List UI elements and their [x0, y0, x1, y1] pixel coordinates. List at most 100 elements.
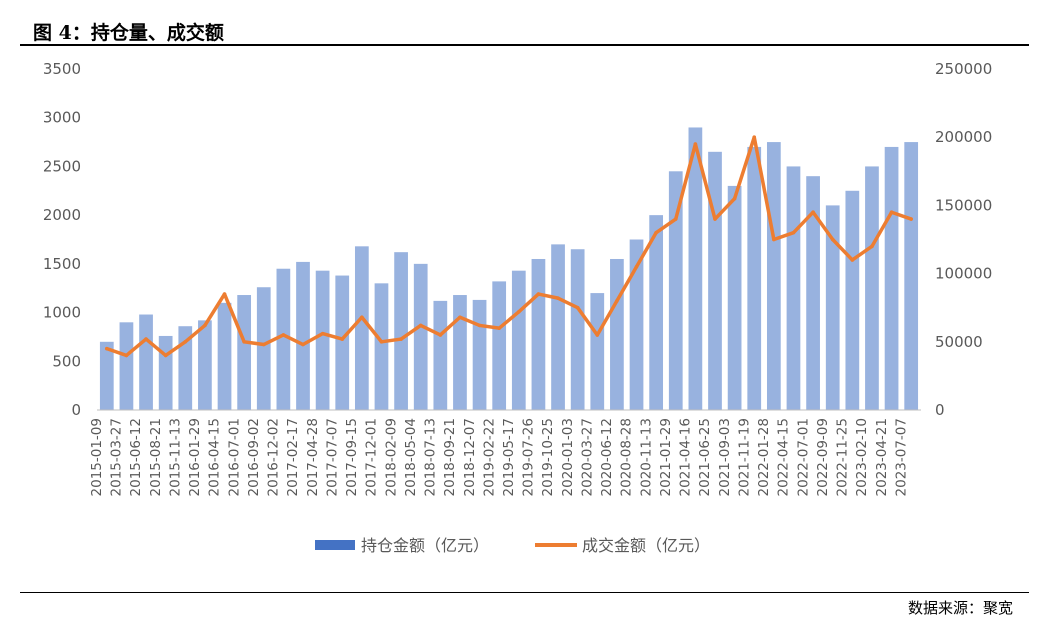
y-left-tick-label: 1500 [43, 255, 81, 273]
bar-2018-12-07 [472, 299, 487, 410]
bar-2016-01-29 [198, 320, 212, 410]
line-point-2016-07-01 [242, 340, 246, 344]
x-tick-label: 2021-04-16 [678, 418, 694, 496]
line-point-2022-12-16 [850, 258, 855, 262]
x-tick-label: 2018-09-21 [442, 418, 458, 496]
bar-2020-10-16 [649, 215, 664, 410]
bar-2017-04-28 [315, 270, 330, 410]
bar-2022-12-16 [845, 190, 860, 410]
line-point-2016-09-09 [261, 342, 266, 347]
bar-2021-04-16 [688, 127, 703, 411]
bar-2020-03-06 [590, 293, 605, 410]
bar-2016-04-15 [217, 302, 232, 410]
line-point-2018-12-07 [477, 323, 482, 328]
bar-2023-03-03 [865, 166, 879, 410]
x-tick-label: 2016-04-15 [207, 418, 223, 496]
bar-2023-05-19 [884, 146, 899, 410]
bar-2018-05-04 [413, 263, 428, 410]
line-point-2022-04-29 [791, 230, 796, 235]
bar-2021-01-29 [668, 171, 683, 410]
line-point-2019-09-30 [556, 296, 560, 300]
series-line-turnover [105, 135, 913, 358]
x-tick-label: 2015-06-12 [128, 418, 144, 496]
line-point-2023-03-03 [870, 244, 874, 249]
bar-2021-11-19 [747, 146, 762, 410]
x-tick-label: 2023-04-21 [874, 418, 890, 496]
line-point-2017-04-28 [320, 331, 325, 336]
bar-2015-06-12 [139, 314, 153, 410]
bar-2018-02-09 [394, 252, 408, 410]
bar-2017-12-01 [374, 283, 389, 410]
x-tick-label: 2017-02-17 [285, 418, 301, 496]
y-right-tick-label: 100000 [935, 265, 992, 283]
y-right-tick-label: 250000 [935, 60, 992, 78]
y-left-tick-label: 500 [52, 352, 81, 370]
bar-2016-09-09 [256, 287, 271, 410]
x-tick-label: 2018-12-07 [462, 418, 478, 496]
line-point-2016-12-02 [281, 333, 286, 337]
line-point-2017-12-01 [379, 340, 384, 344]
y-right-tick-label: 50000 [935, 333, 983, 351]
line-point-2017-02-17 [301, 342, 305, 347]
line-point-2015-06-12 [144, 337, 148, 341]
bar-2020-05-22 [610, 258, 624, 410]
line-point-2015-03-27 [124, 353, 129, 358]
bar-2018-07-13 [433, 300, 448, 410]
line-point-2021-04-16 [693, 142, 698, 146]
line-point-2020-05-22 [615, 299, 619, 303]
x-tick-label: 2016-07-01 [226, 418, 242, 496]
x-tick-label: 2019-07-26 [521, 418, 537, 496]
x-tick-label: 2018-02-09 [383, 418, 399, 496]
line-point-2022-02-11 [772, 237, 776, 242]
y-left-tick-label: 2000 [43, 206, 81, 224]
bar-2017-07-07 [335, 275, 350, 410]
x-tick-label: 2020-01-03 [560, 418, 576, 496]
x-tick-label: 2023-07-07 [893, 418, 909, 496]
line-point-2018-09-21 [458, 315, 462, 320]
bar-2020-07-31 [629, 239, 644, 410]
y-left-tick-label: 0 [71, 401, 81, 419]
x-tick-label: 2019-02-22 [481, 418, 497, 496]
x-tick-label: 2020-11-13 [638, 418, 654, 496]
bar-2021-06-25 [708, 151, 722, 410]
x-tick-label: 2018-05-04 [403, 418, 419, 496]
legend: 持仓金额（亿元） 成交金额（亿元） [315, 536, 710, 555]
x-tick-label: 2015-01-09 [89, 418, 105, 496]
x-tick-label: 2017-07-07 [324, 418, 340, 496]
figure-title: 图 4：持仓量、成交额 [33, 22, 224, 44]
y-left-tick-label: 2500 [43, 157, 81, 175]
bar-2022-04-29 [786, 166, 801, 410]
x-tick-label: 2022-01-28 [756, 418, 772, 496]
bar-2017-09-15 [354, 246, 369, 410]
line-point-2021-09-03 [732, 196, 737, 201]
y-right-tick-label: 150000 [935, 196, 992, 214]
x-tick-label: 2021-01-29 [658, 418, 674, 496]
x-tick-label: 2015-08-21 [148, 418, 164, 496]
line-point-2022-07-15 [811, 210, 815, 215]
line-point-2015-08-21 [163, 353, 168, 358]
bar-2019-12-13 [570, 249, 585, 410]
line-point-2021-11-19 [752, 135, 757, 139]
line-point-2020-07-31 [634, 264, 639, 269]
bar-2022-09-30 [825, 205, 840, 410]
x-tick-label: 2016-12-02 [266, 418, 282, 496]
legend-swatch-holdings [315, 540, 355, 550]
y-left-tick-label: 3000 [43, 109, 81, 127]
x-tick-label: 2020-03-27 [579, 418, 595, 496]
x-tick-label: 2017-09-15 [344, 418, 360, 496]
x-tick-label: 2018-07-13 [423, 418, 439, 496]
line-point-2018-07-13 [438, 333, 443, 337]
x-tick-label: 2021-11-19 [736, 418, 752, 496]
bars-layer [99, 127, 919, 411]
line-point-2021-01-29 [673, 217, 678, 221]
line-point-2019-12-13 [575, 305, 580, 310]
data-source: 数据来源：聚宽 [907, 599, 1013, 617]
y-left-tick-label: 1000 [43, 304, 81, 322]
x-tick-label: 2019-10-25 [540, 418, 556, 496]
x-tick-label: 2015-11-13 [167, 418, 183, 496]
line-point-2021-06-25 [713, 217, 717, 221]
x-tick-label: 2017-12-01 [364, 418, 380, 496]
x-tick-label: 2022-07-01 [795, 418, 811, 496]
x-tick-label: 2016-09-02 [246, 418, 262, 496]
